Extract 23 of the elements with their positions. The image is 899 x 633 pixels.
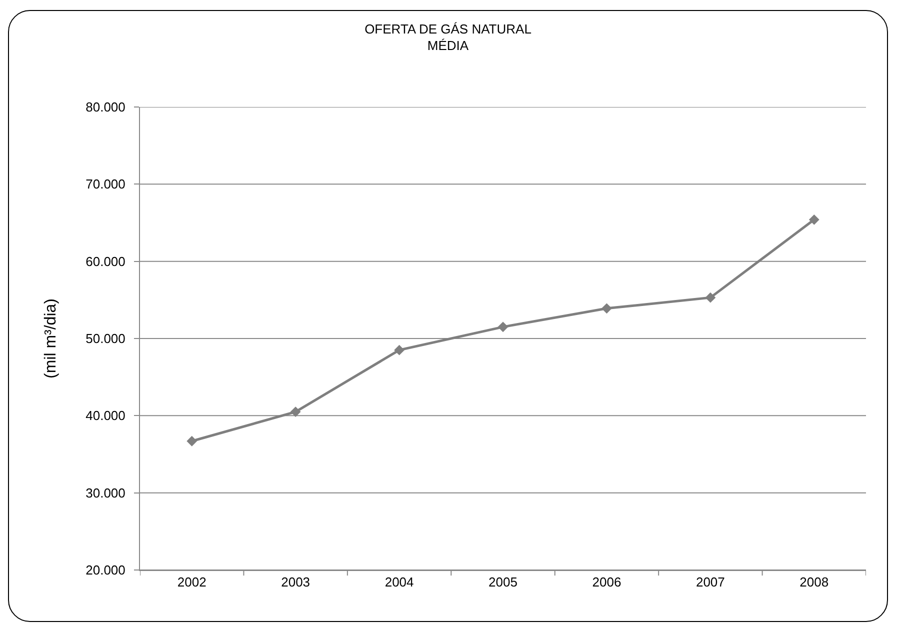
point xyxy=(186,436,198,446)
point xyxy=(498,322,508,332)
point xyxy=(808,214,820,225)
x-tick-label: 2007 xyxy=(696,574,725,590)
y-tick-label: 50.000 xyxy=(86,331,126,346)
x-tick-label: 2008 xyxy=(800,574,829,590)
point xyxy=(602,303,612,314)
x-tick-label: 2003 xyxy=(281,574,310,590)
point xyxy=(705,292,716,303)
point xyxy=(394,344,404,356)
y-tick-label: 70.000 xyxy=(86,176,126,192)
x-tick-label: 2006 xyxy=(592,574,622,590)
x-tick-label: 2004 xyxy=(384,574,414,590)
point xyxy=(290,406,301,418)
y-tick-label: 30.000 xyxy=(86,485,126,500)
y-tick-label: 40.000 xyxy=(86,408,126,424)
y-tick-label: 20.000 xyxy=(86,562,126,578)
y-tick-label: 80.000 xyxy=(86,100,126,115)
x-tick-label: 2005 xyxy=(488,574,518,590)
chart-title: OFERTA DE GÁS NATURAL MÉDIA xyxy=(364,21,532,54)
x-tick-label: 2002 xyxy=(177,574,206,590)
y-axis-title: (mil m³/dia) xyxy=(42,298,60,378)
y-tick-label: 60.000 xyxy=(86,254,126,269)
